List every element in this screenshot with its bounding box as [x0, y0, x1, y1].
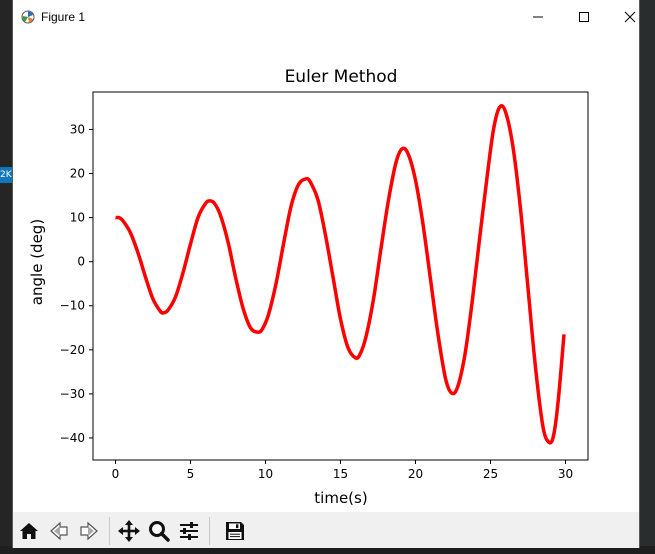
line-chart: Euler Method 0 5 10 15 20 25 30 −40 −30 −20 −10 0 10… [28, 67, 589, 507]
background-editor-bottom [0, 546, 655, 554]
figure-window: Figure 1 Euler Method 0 5 10 15 20 25 30 −40 −30… [12, 0, 640, 548]
pan-button[interactable] [115, 517, 143, 545]
back-button[interactable] [45, 517, 73, 545]
y-axis-label: angle (deg) [28, 219, 46, 305]
maximize-icon [579, 12, 589, 22]
home-icon [20, 523, 38, 539]
move-icon [118, 520, 140, 542]
y-tick-label: −40 [60, 431, 85, 445]
arrow-right-icon [80, 521, 98, 541]
x-tick-label: 5 [187, 467, 195, 481]
background-badge: 2K [0, 167, 12, 183]
toolbar-separator [209, 517, 210, 545]
plot-area [92, 91, 589, 461]
navigation-toolbar [13, 512, 639, 548]
data-series-line [115, 104, 566, 445]
title-bar[interactable]: Figure 1 [13, 0, 639, 34]
y-tick-label: 30 [70, 122, 85, 136]
y-tick-label: −30 [60, 387, 85, 401]
plot-canvas[interactable]: Euler Method 0 5 10 15 20 25 30 −40 −30 −20 −10 0 10… [13, 34, 641, 512]
y-tick-label: 0 [77, 255, 85, 269]
configure-subplots-button[interactable] [175, 517, 203, 545]
window-title: Figure 1 [41, 10, 86, 24]
zoom-button[interactable] [145, 517, 173, 545]
x-tick-label: 25 [483, 467, 498, 481]
x-tick-label: 10 [258, 467, 273, 481]
sliders-icon [180, 522, 198, 540]
maximize-button[interactable] [561, 0, 607, 34]
save-button[interactable] [221, 517, 249, 545]
forward-button[interactable] [75, 517, 103, 545]
y-tick-label: −20 [60, 343, 85, 357]
matplotlib-logo-icon [21, 9, 35, 24]
home-button[interactable] [15, 517, 43, 545]
x-tick-label: 30 [558, 467, 573, 481]
close-button[interactable] [607, 0, 653, 34]
background-editor-left [0, 0, 12, 554]
arrow-left-icon [50, 521, 68, 541]
x-axis-label: time(s) [314, 489, 367, 507]
x-tick-label: 0 [112, 467, 120, 481]
x-tick-label: 20 [408, 467, 423, 481]
y-tick-label: −10 [60, 299, 85, 313]
close-icon [624, 11, 636, 23]
chart-title: Euler Method [285, 67, 398, 87]
toolbar-separator [109, 517, 110, 545]
magnifier-icon [149, 521, 170, 542]
y-tick-label: 20 [70, 167, 85, 181]
floppy-disk-icon [226, 522, 244, 540]
minimize-button[interactable] [515, 0, 561, 34]
background-editor-right [640, 0, 655, 554]
y-tick-label: 10 [70, 211, 85, 225]
minimize-icon [533, 16, 543, 18]
x-tick-label: 15 [333, 467, 348, 481]
